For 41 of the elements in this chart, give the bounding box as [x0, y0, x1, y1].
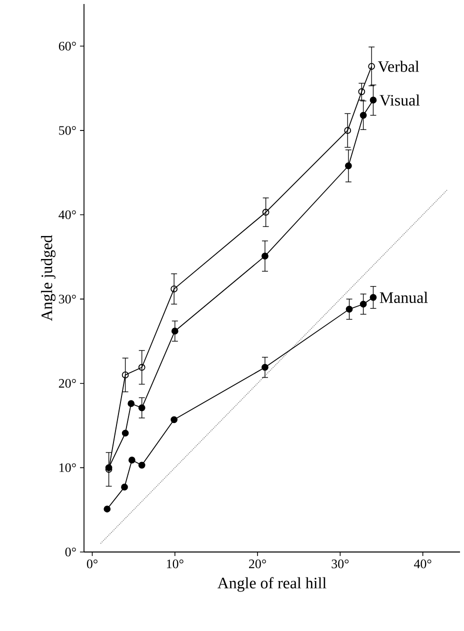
point [171, 328, 178, 335]
y-axis-title: Angle judged [41, 235, 56, 322]
series-label: Manual [380, 292, 428, 303]
y-tick-label: 60° [58, 42, 76, 51]
point [170, 286, 178, 292]
point [368, 62, 376, 70]
point [122, 372, 129, 378]
point [346, 306, 353, 313]
series-label: Visual [380, 94, 420, 106]
x-tick-label: 30° [332, 560, 349, 568]
point [138, 364, 146, 371]
x-tick-label: 0° [86, 560, 98, 568]
point [121, 484, 128, 491]
point [370, 96, 377, 104]
y-tick-label: 0° [65, 548, 76, 556]
point [262, 208, 270, 216]
point [170, 416, 178, 424]
x-tick-label: 40° [414, 560, 432, 568]
x-axis-title: Angle of real hill [217, 577, 326, 592]
point [138, 462, 146, 469]
y-tick-label: 40° [58, 210, 76, 220]
point [345, 162, 352, 170]
point [122, 430, 129, 437]
point [262, 252, 268, 260]
point [370, 294, 377, 301]
point [344, 127, 352, 134]
point [138, 404, 146, 412]
point [360, 300, 367, 308]
point [104, 506, 111, 512]
x-tick-label: 20° [249, 560, 266, 568]
point [360, 112, 367, 119]
y-tick-label: 10° [60, 463, 76, 472]
y-tick-label: 20° [58, 379, 76, 388]
point [358, 88, 366, 96]
series-label: Verbal [378, 60, 420, 72]
y-tick-label: 50° [59, 126, 76, 135]
point [128, 400, 135, 408]
x-tick-label: 10° [166, 560, 184, 568]
y-tick-label: 30° [58, 294, 76, 304]
point [262, 364, 268, 371]
point [128, 456, 136, 464]
